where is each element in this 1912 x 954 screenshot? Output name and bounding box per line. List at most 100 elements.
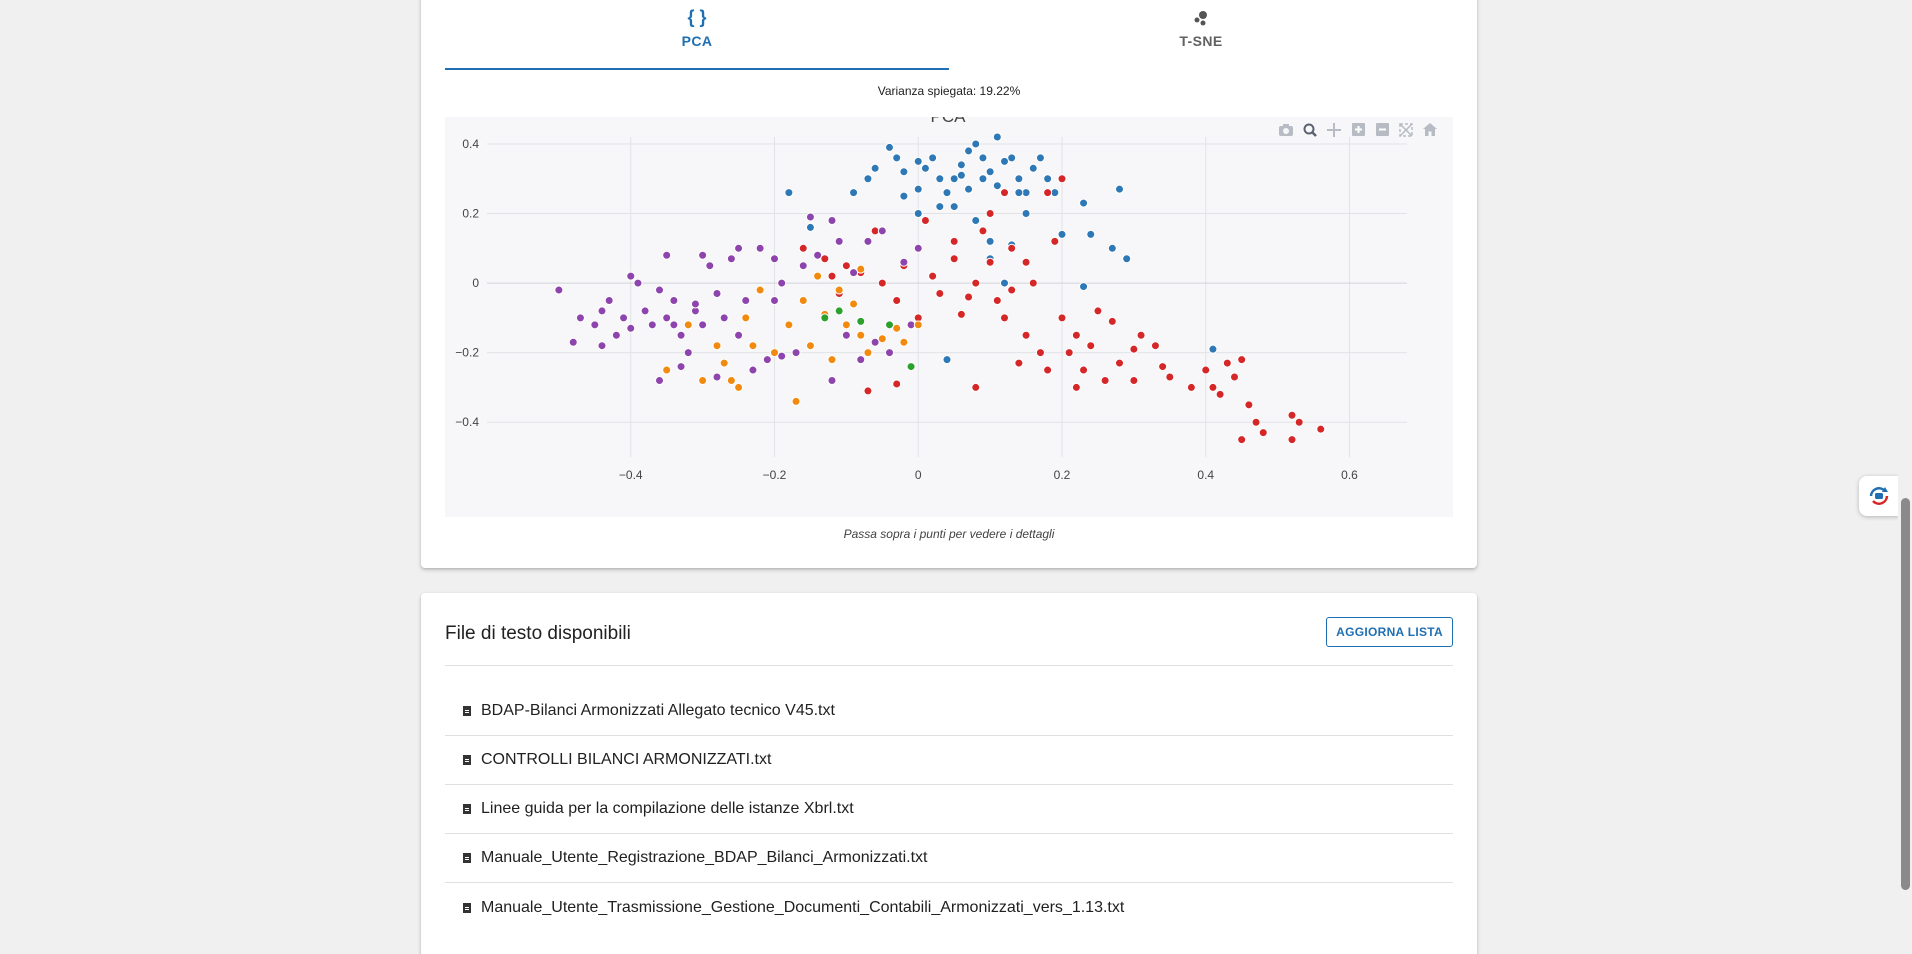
scatter-point[interactable] bbox=[1244, 400, 1254, 410]
scatter-point[interactable] bbox=[1028, 278, 1038, 288]
scatter-point[interactable] bbox=[770, 348, 779, 358]
autoscale-icon[interactable] bbox=[1397, 123, 1415, 141]
scatter-point[interactable] bbox=[1000, 278, 1009, 288]
scatter-point[interactable] bbox=[590, 320, 600, 330]
scatter-point[interactable] bbox=[1186, 382, 1196, 392]
pca-scatter-chart[interactable]: −0.4 −0.2 0 0.2 0.4 0.6 0.4 0.2 0 −0.2 −0.4 PCA bbox=[445, 117, 1453, 517]
scatter-point[interactable] bbox=[1079, 282, 1089, 292]
scatter-point[interactable] bbox=[1021, 330, 1031, 340]
scatter-point[interactable] bbox=[1287, 410, 1297, 420]
scatter-point[interactable] bbox=[949, 202, 959, 212]
scatter-point[interactable] bbox=[1107, 243, 1117, 253]
scatter-point[interactable] bbox=[770, 295, 779, 305]
scatter-point[interactable] bbox=[741, 295, 751, 305]
scatter-point[interactable] bbox=[1007, 243, 1017, 253]
scatter-point[interactable] bbox=[755, 285, 765, 295]
scatter-point[interactable] bbox=[913, 209, 923, 219]
zoom-in-icon[interactable] bbox=[1349, 123, 1367, 141]
scatter-point[interactable] bbox=[885, 320, 894, 330]
tab-tsne[interactable]: T-SNE bbox=[949, 0, 1453, 68]
scatter-point[interactable] bbox=[942, 188, 952, 198]
scatter-point[interactable] bbox=[1107, 316, 1117, 326]
scatter-point[interactable] bbox=[726, 254, 736, 264]
scatter-point[interactable] bbox=[813, 250, 823, 260]
scatter-point[interactable] bbox=[863, 348, 873, 358]
scatter-point[interactable] bbox=[1115, 358, 1124, 368]
scatter-point[interactable] bbox=[1079, 198, 1089, 208]
scatter-point[interactable] bbox=[971, 215, 981, 225]
scatter-point[interactable] bbox=[683, 320, 693, 330]
scatter-point[interactable] bbox=[885, 348, 894, 358]
scatter-point[interactable] bbox=[798, 295, 808, 305]
feedback-widget-button[interactable] bbox=[1859, 476, 1899, 516]
scatter-point[interactable] bbox=[626, 271, 636, 281]
scatter-point[interactable] bbox=[748, 365, 758, 375]
scatter-point[interactable] bbox=[849, 299, 859, 309]
scatter-point[interactable] bbox=[1251, 417, 1261, 427]
scatter-point[interactable] bbox=[1000, 156, 1009, 166]
scatter-point[interactable] bbox=[1230, 372, 1239, 382]
scatter-point[interactable] bbox=[1000, 188, 1009, 198]
scatter-point[interactable] bbox=[805, 222, 815, 232]
scatter-point[interactable] bbox=[1014, 174, 1024, 184]
scatter-point[interactable] bbox=[734, 243, 744, 253]
scatter-point[interactable] bbox=[712, 289, 722, 299]
scatter-point[interactable] bbox=[849, 188, 859, 198]
scatter-point[interactable] bbox=[755, 243, 765, 253]
scatter-point[interactable] bbox=[568, 337, 578, 347]
scatter-point[interactable] bbox=[1086, 341, 1096, 351]
scatter-point[interactable] bbox=[841, 261, 851, 271]
home-icon[interactable] bbox=[1421, 123, 1439, 141]
scatter-point[interactable] bbox=[647, 320, 657, 330]
scatter-point[interactable] bbox=[1222, 358, 1232, 368]
scatter-point[interactable] bbox=[827, 271, 837, 281]
scatter-point[interactable] bbox=[992, 181, 1002, 191]
scatter-point[interactable] bbox=[964, 292, 974, 302]
scatter-point[interactable] bbox=[1035, 153, 1045, 163]
scatter-point[interactable] bbox=[662, 250, 672, 260]
scatter-point[interactable] bbox=[1100, 375, 1110, 385]
scatter-point[interactable] bbox=[784, 320, 794, 330]
scatter-point[interactable] bbox=[906, 362, 916, 372]
scatter-point[interactable] bbox=[784, 188, 794, 198]
camera-icon[interactable] bbox=[1277, 123, 1295, 141]
file-list-item[interactable]: Linee guida per la compilazione delle is… bbox=[445, 785, 1453, 834]
scatter-point[interactable] bbox=[1237, 435, 1247, 445]
scatter-point[interactable] bbox=[1057, 229, 1067, 239]
scatter-point[interactable] bbox=[1021, 257, 1031, 267]
scatter-point[interactable] bbox=[1043, 174, 1053, 184]
scatter-point[interactable] bbox=[892, 379, 902, 389]
scatter-point[interactable] bbox=[1287, 435, 1297, 445]
file-list-item[interactable]: BDAP-Bilanci Armonizzati Allegato tecnic… bbox=[445, 687, 1453, 736]
scatter-point[interactable] bbox=[1316, 424, 1326, 434]
scatter-point[interactable] bbox=[1237, 355, 1247, 365]
scatter-point[interactable] bbox=[877, 278, 887, 288]
scatter-point[interactable] bbox=[1086, 229, 1096, 239]
scatter-point[interactable] bbox=[949, 174, 959, 184]
scatter-point[interactable] bbox=[971, 139, 981, 149]
scatter-point[interactable] bbox=[841, 330, 851, 340]
scatter-point[interactable] bbox=[899, 337, 909, 347]
scatter-point[interactable] bbox=[791, 396, 801, 406]
scatter-point[interactable] bbox=[978, 226, 988, 236]
scatter-point[interactable] bbox=[676, 330, 686, 340]
scatter-point[interactable] bbox=[1071, 382, 1081, 392]
scatter-point[interactable] bbox=[1043, 365, 1053, 375]
file-list-item[interactable]: Manuale_Utente_Registrazione_BDAP_Bilanc… bbox=[445, 834, 1453, 883]
scatter-point[interactable] bbox=[913, 320, 923, 330]
scatter-point[interactable] bbox=[698, 250, 708, 260]
scatter-point[interactable] bbox=[892, 153, 902, 163]
scatter-point[interactable] bbox=[827, 355, 837, 365]
scatter-point[interactable] bbox=[1258, 428, 1268, 438]
zoom-icon[interactable] bbox=[1301, 123, 1319, 141]
file-list-item[interactable]: Manuale_Utente_Trasmissione_Gestione_Doc… bbox=[445, 883, 1453, 932]
scatter-point[interactable] bbox=[913, 184, 923, 194]
scatter-point[interactable] bbox=[877, 334, 887, 344]
scatter-point[interactable] bbox=[662, 313, 672, 323]
scatter-point[interactable] bbox=[956, 170, 966, 180]
scatter-point[interactable] bbox=[1014, 188, 1024, 198]
scatter-point[interactable] bbox=[978, 174, 988, 184]
scatter-point[interactable] bbox=[913, 243, 923, 253]
scatter-point[interactable] bbox=[1294, 417, 1304, 427]
scatter-point[interactable] bbox=[971, 382, 981, 392]
